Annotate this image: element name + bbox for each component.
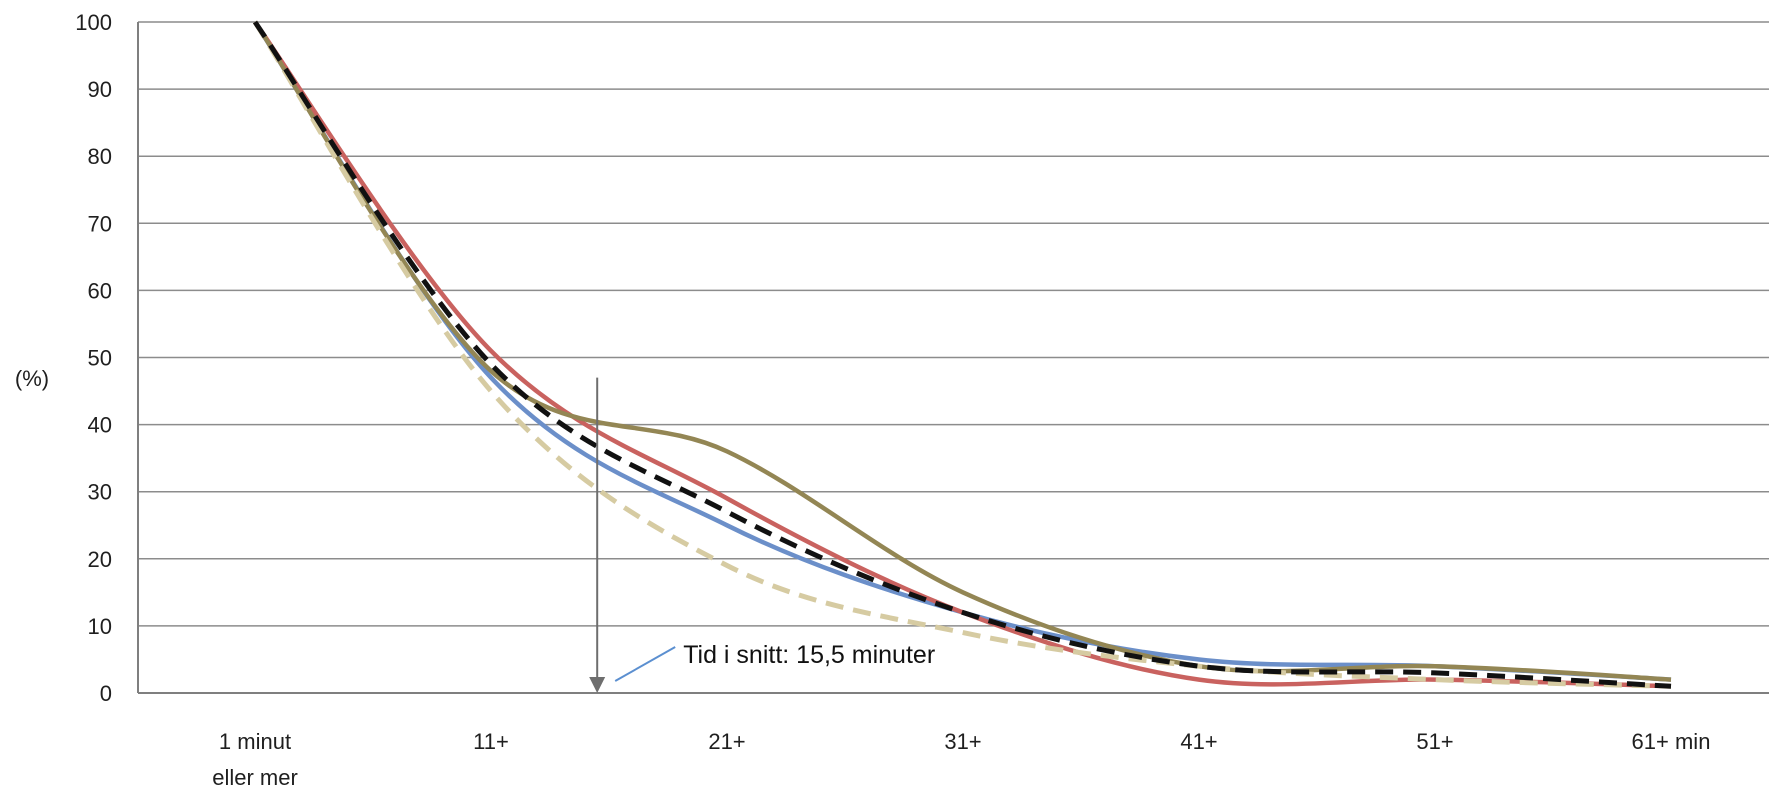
- series-line-4: [252, 20, 1672, 689]
- y-tick-label: 50: [88, 346, 112, 371]
- y-axis-label: (%): [15, 366, 49, 391]
- x-tick-label: 61+ min: [1632, 729, 1711, 754]
- series-line-3: [253, 20, 1672, 682]
- y-tick-label: 90: [88, 77, 112, 102]
- x-tick-labels: 1 minut eller mer 11+ 21+ 31+ 41+ 51+ 61+ min: [212, 729, 1710, 790]
- series-line-2: [253, 20, 1672, 689]
- y-tick-labels: 0 10 20 30 40 50 60 70 80 90 100: [75, 10, 112, 706]
- y-tick-label: 30: [88, 480, 112, 505]
- x-tick-label: 21+: [708, 729, 745, 754]
- y-tick-label: 0: [100, 681, 112, 706]
- series-line-1: [253, 20, 1672, 682]
- y-tick-label: 40: [88, 413, 112, 438]
- x-tick-label: 11+: [473, 729, 509, 754]
- y-tick-label: 60: [88, 278, 112, 303]
- average-time-label: Tid i snitt: 15,5 minuter: [683, 641, 935, 669]
- y-tick-label: 100: [75, 10, 112, 35]
- y-tick-label: 20: [88, 547, 112, 572]
- x-tick-label: 41+: [1180, 729, 1217, 754]
- gridlines: [138, 21, 1769, 627]
- x-tick-label: 31+: [944, 729, 981, 754]
- average-time-annotation: Tid i snitt: 15,5 minuter: [589, 377, 935, 693]
- y-tick-label: 10: [88, 614, 112, 639]
- series-lines: [252, 20, 1672, 689]
- annotation-leader-line: [614, 646, 676, 682]
- x-tick-label: 1 minut eller mer: [212, 729, 298, 790]
- y-tick-label: 80: [88, 144, 112, 169]
- x-tick-label: 51+: [1416, 729, 1453, 754]
- series-line-5: [252, 20, 1672, 689]
- arrow-head-icon: [589, 677, 606, 693]
- y-tick-label: 70: [88, 211, 112, 236]
